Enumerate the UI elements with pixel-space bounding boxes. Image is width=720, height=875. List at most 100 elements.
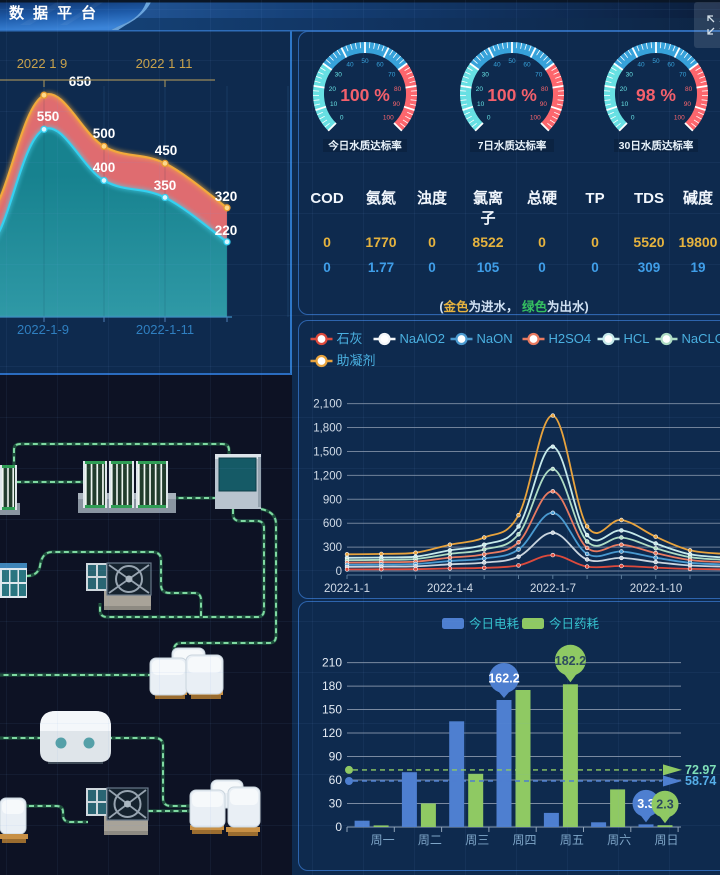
- svg-text:周六: 周六: [607, 833, 631, 847]
- svg-text:1.77: 1.77: [368, 260, 394, 275]
- svg-text:500: 500: [93, 126, 116, 141]
- svg-text:2022-1-1: 2022-1-1: [324, 583, 370, 595]
- svg-text:90: 90: [684, 101, 692, 108]
- svg-text:400: 400: [93, 160, 116, 175]
- svg-text:50: 50: [652, 58, 660, 65]
- svg-text:周五: 周五: [560, 833, 584, 847]
- svg-text:NaON: NaON: [477, 331, 513, 346]
- svg-text:60: 60: [376, 62, 384, 69]
- svg-text:总硬: 总硬: [527, 189, 558, 207]
- svg-text:309: 309: [638, 260, 661, 275]
- svg-text:320: 320: [215, 189, 238, 204]
- svg-text:2022 1 9: 2022 1 9: [17, 56, 68, 71]
- svg-text:10: 10: [330, 101, 338, 108]
- svg-text:80: 80: [394, 86, 402, 93]
- svg-text:19800: 19800: [679, 234, 718, 250]
- svg-text:2022-1-4: 2022-1-4: [427, 583, 474, 595]
- svg-text:2,100: 2,100: [313, 399, 342, 411]
- svg-text:100: 100: [530, 114, 541, 121]
- svg-text:HCL: HCL: [624, 331, 650, 346]
- svg-text:2022-1-9: 2022-1-9: [17, 322, 69, 337]
- svg-text:周四: 周四: [513, 833, 537, 847]
- svg-text:0: 0: [340, 114, 344, 121]
- svg-text:30: 30: [626, 72, 634, 79]
- svg-text:周三: 周三: [465, 833, 489, 847]
- svg-text:40: 40: [493, 62, 501, 69]
- svg-text:COD: COD: [310, 190, 344, 207]
- svg-text:650: 650: [69, 74, 92, 89]
- svg-text:氯离子: 氯离子: [473, 189, 503, 227]
- svg-text:0: 0: [428, 260, 436, 275]
- svg-text:70: 70: [679, 72, 687, 79]
- svg-text:30: 30: [482, 72, 490, 79]
- svg-text:90: 90: [393, 101, 401, 108]
- svg-text:今日水质达标率: 今日水质达标率: [327, 139, 402, 152]
- svg-text:30: 30: [335, 72, 343, 79]
- svg-text:今日药耗: 今日药耗: [549, 616, 600, 631]
- svg-text:550: 550: [37, 109, 60, 124]
- svg-text:100: 100: [674, 114, 685, 121]
- svg-text:30日水质达标率: 30日水质达标率: [619, 139, 694, 152]
- svg-text:98 %: 98 %: [636, 85, 676, 105]
- svg-text:100 %: 100 %: [340, 85, 390, 105]
- svg-text:今日电耗: 今日电耗: [469, 616, 520, 631]
- svg-text:2022 1 11: 2022 1 11: [136, 56, 193, 71]
- svg-text:0: 0: [538, 260, 546, 275]
- svg-text:600: 600: [323, 518, 342, 530]
- svg-text:2.3: 2.3: [656, 798, 673, 812]
- svg-text:周一: 周一: [371, 833, 395, 847]
- svg-text:0: 0: [323, 234, 331, 250]
- svg-text:0: 0: [323, 260, 331, 275]
- svg-text:70: 70: [535, 72, 543, 79]
- svg-text:80: 80: [541, 86, 549, 93]
- svg-text:2022-1-10: 2022-1-10: [630, 583, 682, 595]
- svg-text:浊度: 浊度: [417, 189, 448, 207]
- svg-text:1,500: 1,500: [313, 447, 342, 459]
- svg-text:40: 40: [637, 62, 645, 69]
- svg-text:0: 0: [336, 566, 342, 578]
- svg-text:180: 180: [322, 679, 342, 693]
- svg-text:碱度: 碱度: [683, 189, 714, 207]
- svg-text:60: 60: [523, 62, 531, 69]
- svg-text:0: 0: [428, 234, 436, 250]
- svg-text:0: 0: [591, 260, 599, 275]
- svg-text:5520: 5520: [633, 234, 664, 250]
- svg-text:10: 10: [477, 101, 485, 108]
- svg-text:氨氮: 氨氮: [366, 189, 396, 207]
- svg-text:0: 0: [591, 234, 599, 250]
- svg-text:NaCLO: NaCLO: [682, 331, 720, 346]
- svg-text:0: 0: [631, 114, 635, 121]
- svg-text:20: 20: [620, 86, 628, 93]
- svg-text:3.3: 3.3: [637, 797, 654, 811]
- svg-text:90: 90: [540, 101, 548, 108]
- svg-text:0: 0: [538, 234, 546, 250]
- svg-text:50: 50: [508, 58, 516, 65]
- svg-text:20: 20: [476, 86, 484, 93]
- svg-text:1,800: 1,800: [313, 423, 342, 435]
- svg-text:TP: TP: [585, 190, 604, 207]
- svg-text:100: 100: [383, 114, 394, 121]
- svg-text:90: 90: [329, 750, 343, 764]
- svg-text:助凝剂: 助凝剂: [337, 353, 376, 368]
- svg-text:100 %: 100 %: [487, 85, 537, 105]
- svg-text:900: 900: [323, 494, 342, 506]
- svg-text:0: 0: [335, 820, 342, 834]
- svg-text:10: 10: [621, 101, 629, 108]
- svg-text:数据平台: 数据平台: [9, 4, 105, 22]
- svg-text:1770: 1770: [365, 234, 396, 250]
- svg-text:70: 70: [388, 72, 396, 79]
- svg-text:1,200: 1,200: [313, 470, 342, 482]
- svg-text:40: 40: [346, 62, 354, 69]
- svg-text:30: 30: [329, 797, 343, 811]
- svg-text:TDS: TDS: [634, 190, 664, 207]
- svg-text:60: 60: [329, 773, 343, 787]
- svg-text:0: 0: [487, 114, 491, 121]
- svg-text:周日: 周日: [655, 833, 679, 847]
- svg-text:8522: 8522: [472, 234, 503, 250]
- svg-text:220: 220: [215, 223, 238, 238]
- svg-text:50: 50: [361, 58, 369, 65]
- svg-text:300: 300: [323, 542, 342, 554]
- svg-text:7日水质达标率: 7日水质达标率: [478, 139, 547, 152]
- svg-text:80: 80: [685, 86, 693, 93]
- svg-text:105: 105: [477, 260, 500, 275]
